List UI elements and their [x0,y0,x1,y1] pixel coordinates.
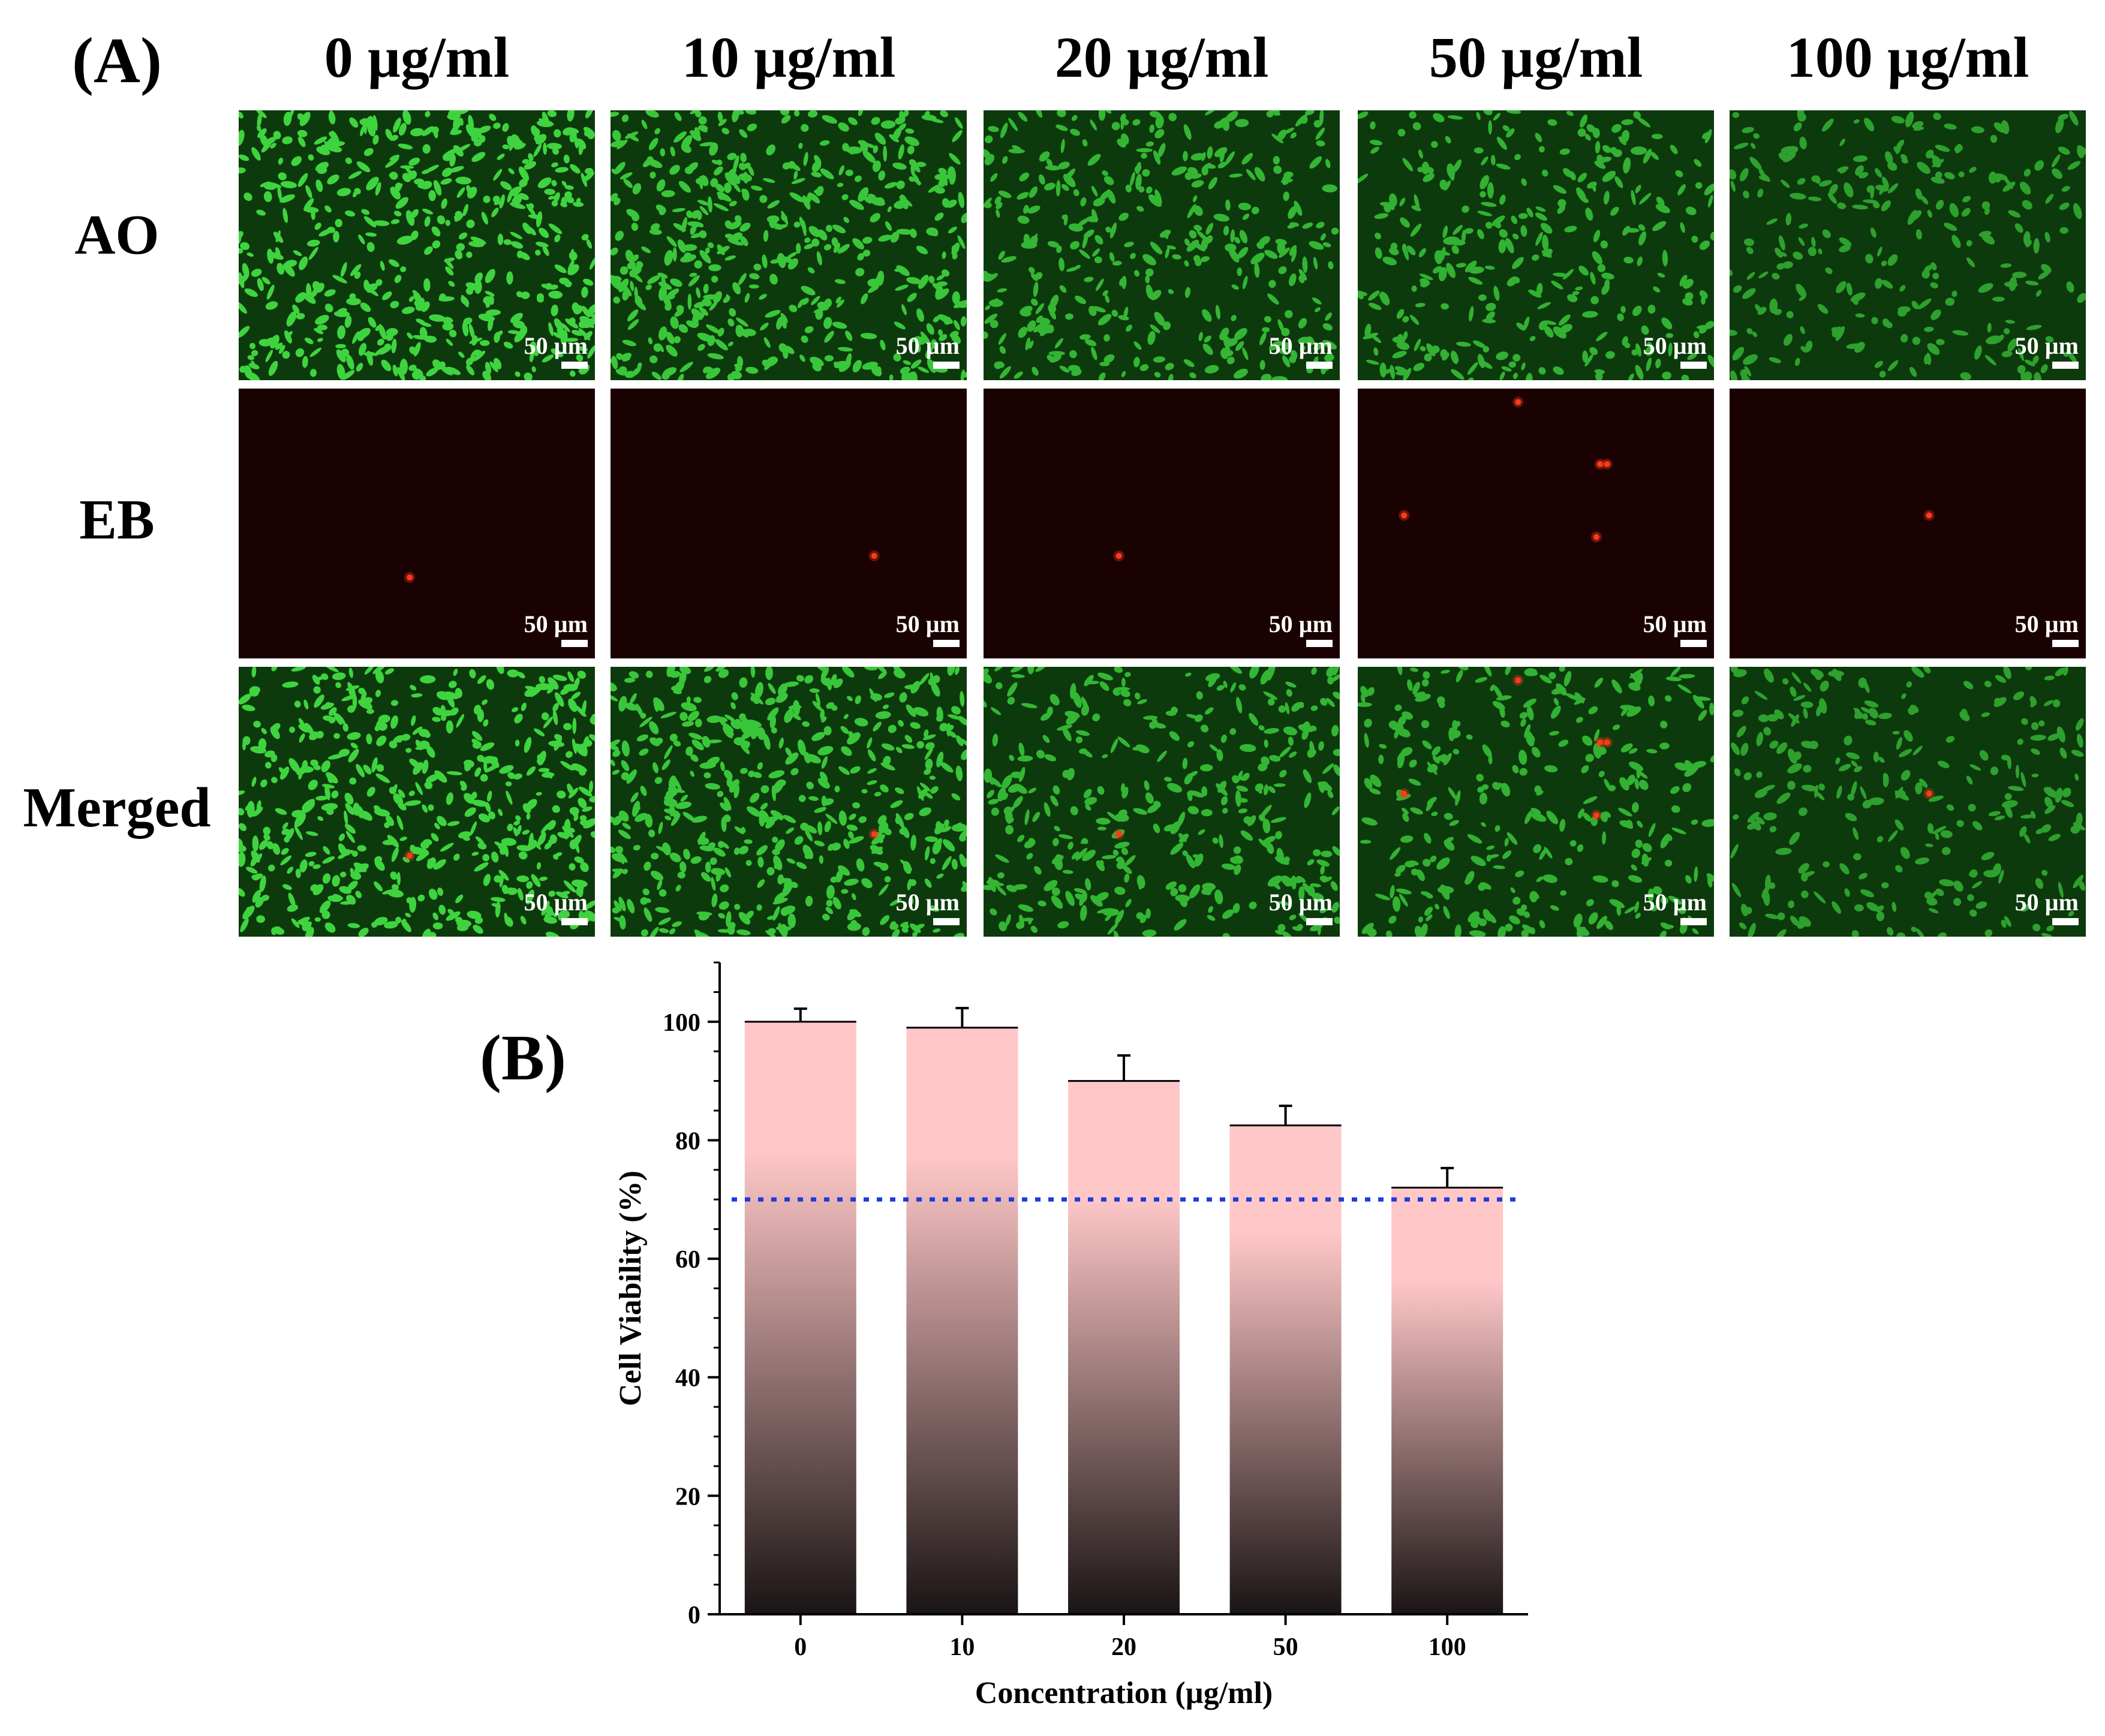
x-tick-label-10: 10 [949,1633,975,1661]
scale-bar: 50 µm [1643,612,1707,650]
micrograph-tile: 50 µm [239,389,595,658]
scale-bar-label: 50 µm [1643,332,1707,359]
scale-bar-label: 50 µm [2014,889,2079,916]
scale-bar-label: 50 µm [524,889,588,916]
column-header-20: 20 µg/ml [1054,25,1269,89]
bar-100 [1391,1187,1503,1614]
scale-bar: 50 µm [1269,334,1333,372]
scale-bar-label: 50 µm [524,332,588,359]
bar-10 [906,1027,1018,1614]
micrograph-tile: 50 µm [611,389,967,658]
micrograph-tile: 50 µm [984,389,1340,658]
y-tick-label-80: 80 [675,1127,700,1155]
scale-bar: 50 µm [896,334,960,372]
scale-bar: 50 µm [1269,890,1333,928]
scale-bar-line [1680,362,1707,369]
scale-bar: 50 µm [896,890,960,928]
panel-b-label: (B) [480,1022,566,1094]
error-bar-0 [793,1007,807,1022]
scale-bar-line [2052,918,2079,925]
scale-bar: 50 µm [524,334,588,372]
scale-bar: 50 µm [2015,890,2079,928]
x-tick-label-20: 20 [1111,1633,1136,1661]
micrograph-tile: 50 µm [1358,110,1714,380]
scale-bar-line [561,362,588,369]
scale-bar-line [933,640,960,647]
micrograph-tile: 50 µm [1358,667,1714,937]
bar-0 [744,1021,856,1614]
scale-bar-label: 50 µm [895,889,960,916]
y-tick-label-100: 100 [663,1009,700,1037]
scale-bar-label: 50 µm [895,332,960,359]
micrograph-tile: 50 µm [239,110,595,380]
y-tick-label-40: 40 [675,1365,700,1392]
scale-bar-line [1680,918,1707,925]
scale-bar-line [933,362,960,369]
row-header-eb: EB [79,489,155,551]
micrograph-tile: 50 µm [239,667,595,937]
error-bar-50 [1279,1105,1292,1126]
x-axis-title: Concentration (µg/ml) [975,1676,1273,1710]
scale-bar-line [2052,640,2079,647]
scale-bar-line [933,918,960,925]
column-header-100: 100 µg/ml [1786,25,2029,89]
micrograph-tile: 50 µm [611,667,967,937]
scale-bar-line [1306,640,1333,647]
error-bar-100 [1441,1166,1454,1188]
scale-bar: 50 µm [1269,612,1333,650]
error-bar-10 [955,1007,969,1028]
micrograph-tile: 50 µm [1730,389,2086,658]
x-tick-label-50: 50 [1273,1633,1298,1661]
scale-bar-label: 50 µm [2014,610,2079,637]
scale-bar-line [561,640,588,647]
y-tick-label-0: 0 [688,1602,700,1629]
row-header-merged: Merged [23,777,211,839]
micrograph-tile: 50 µm [611,110,967,380]
scale-bar-line [1680,640,1707,647]
scale-bar: 50 µm [896,612,960,650]
scale-bar-label: 50 µm [1643,889,1707,916]
y-axis-title: Cell Viability (%) [614,1171,648,1406]
scale-bar: 50 µm [524,890,588,928]
micrograph-tile: 50 µm [1730,667,2086,937]
bar-50 [1229,1125,1342,1614]
scale-bar: 50 µm [2015,612,2079,650]
y-tick-label-20: 20 [675,1483,700,1511]
micrograph-tile: 50 µm [984,110,1340,380]
bar-20 [1068,1081,1180,1614]
scale-bar-line [1306,362,1333,369]
column-header-50: 50 µg/ml [1429,25,1643,89]
micrograph-tile: 50 µm [984,667,1340,937]
y-tick-label-60: 60 [675,1246,700,1274]
column-header-10: 10 µg/ml [681,25,896,89]
scale-bar: 50 µm [524,612,588,650]
x-tick-label-100: 100 [1429,1633,1466,1661]
micrograph-tile: 50 µm [1730,110,2086,380]
error-bar-20 [1117,1054,1130,1081]
x-tick-label-0: 0 [794,1633,807,1661]
scale-bar-label: 50 µm [1268,889,1333,916]
scale-bar-label: 50 µm [1268,332,1333,359]
scale-bar-line [561,918,588,925]
scale-bar: 50 µm [2015,334,2079,372]
scale-bar: 50 µm [1643,890,1707,928]
scale-bar-label: 50 µm [895,610,960,637]
column-header-0: 0 µg/ml [324,25,510,89]
scale-bar-label: 50 µm [1268,610,1333,637]
micrograph-tile: 50 µm [1358,389,1714,658]
scale-bar: 50 µm [1643,334,1707,372]
row-header-ao: AO [74,204,160,266]
scale-bar-label: 50 µm [524,610,588,637]
scale-bar-line [2052,362,2079,369]
scale-bar-label: 50 µm [2014,332,2079,359]
scale-bar-label: 50 µm [1643,610,1707,637]
panel-a-label: (A) [72,25,162,97]
scale-bar-line [1306,918,1333,925]
